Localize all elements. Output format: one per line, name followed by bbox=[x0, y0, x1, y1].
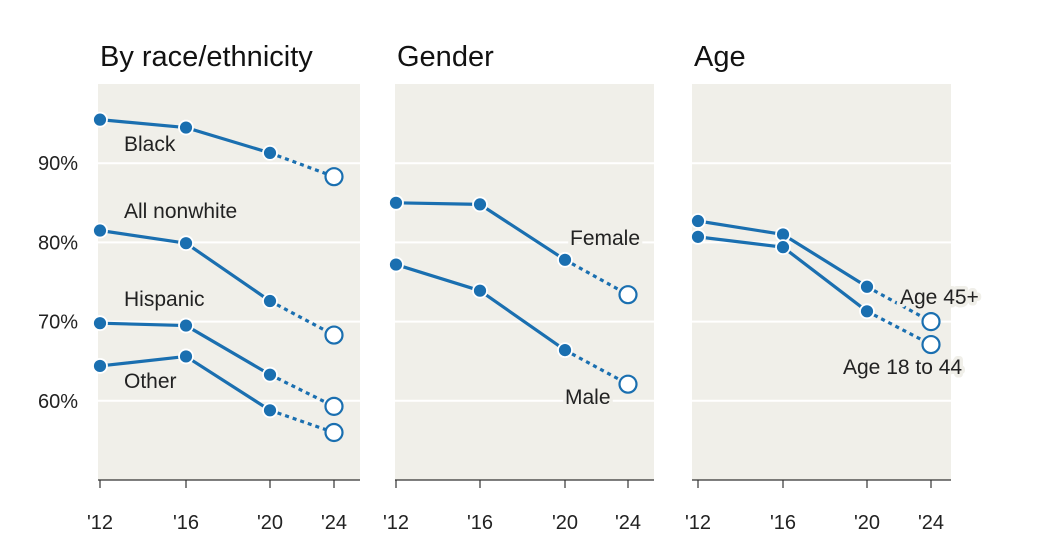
data-point-projected bbox=[324, 167, 344, 187]
data-point bbox=[388, 256, 404, 273]
y-tick-label: 90% bbox=[38, 153, 78, 175]
series-age-45: Age 45+ bbox=[690, 213, 982, 332]
x-tick-label: '12 bbox=[87, 512, 113, 534]
series-hispanic: Hispanic bbox=[92, 288, 344, 416]
data-point bbox=[178, 235, 194, 252]
series-all-nonwhite: All nonwhite bbox=[92, 200, 344, 345]
panel-title: Gender bbox=[397, 41, 494, 73]
data-point bbox=[262, 366, 278, 383]
data-point bbox=[178, 348, 194, 365]
data-point bbox=[690, 213, 706, 229]
series-line-projected bbox=[269, 408, 335, 434]
x-tick-label: '20 bbox=[854, 512, 880, 534]
data-point bbox=[92, 222, 108, 239]
data-point bbox=[472, 196, 488, 213]
data-point bbox=[775, 239, 791, 256]
data-point bbox=[178, 119, 194, 136]
data-point bbox=[472, 282, 488, 299]
data-point bbox=[262, 145, 278, 161]
plot-background bbox=[395, 84, 654, 480]
x-tick-label: '24 bbox=[321, 512, 347, 534]
series-label: Female bbox=[570, 227, 640, 250]
y-tick-label: 60% bbox=[38, 391, 78, 413]
data-point bbox=[262, 402, 278, 419]
panel-title: Age bbox=[694, 41, 746, 73]
data-point bbox=[92, 315, 108, 332]
x-tick-label: '16 bbox=[467, 512, 493, 534]
x-tick-label: '16 bbox=[770, 512, 796, 534]
data-point-projected bbox=[324, 396, 344, 416]
panel-age: Age '12 '16 '20 '24 Age 45+ Age 18 to 44 bbox=[685, 41, 982, 534]
x-tick-label: '24 bbox=[615, 512, 641, 534]
series-line-projected bbox=[269, 151, 335, 179]
series-line-projected bbox=[564, 258, 629, 297]
data-point bbox=[92, 358, 108, 374]
data-point bbox=[859, 303, 875, 320]
data-point bbox=[690, 228, 706, 245]
panel-title: By race/ethnicity bbox=[100, 41, 313, 73]
data-point bbox=[92, 111, 108, 128]
series-line-projected bbox=[564, 348, 629, 386]
series-label: Male bbox=[565, 386, 611, 409]
panel-gender: Gender '12 '16 '20 '24 Female Male bbox=[383, 41, 654, 534]
series-label: Hispanic bbox=[124, 288, 205, 311]
data-point bbox=[178, 317, 194, 334]
series-line-projected bbox=[269, 373, 335, 408]
data-point-projected bbox=[324, 325, 344, 345]
x-tick-label: '16 bbox=[173, 512, 199, 534]
data-point bbox=[557, 342, 573, 359]
data-point bbox=[262, 293, 278, 309]
plot-background bbox=[98, 84, 360, 480]
data-point bbox=[859, 278, 875, 295]
series-label: Other bbox=[124, 370, 177, 393]
y-tick-label: 70% bbox=[38, 312, 78, 334]
data-point-projected bbox=[324, 422, 344, 443]
data-point bbox=[388, 194, 404, 211]
series-label: Black bbox=[124, 133, 176, 156]
series-label: Age 45+ bbox=[900, 286, 979, 309]
data-point-projected bbox=[921, 312, 941, 332]
data-point-projected bbox=[921, 334, 941, 355]
panel-by-race-ethnicity: 90% 80% 70% 60% By race/ethnicity '12 '16 '20 '2… bbox=[38, 41, 360, 534]
x-tick-label: '12 bbox=[685, 512, 711, 534]
x-tick-label: '12 bbox=[383, 512, 409, 534]
series-black: Black bbox=[92, 111, 344, 187]
x-tick-label: '20 bbox=[257, 512, 283, 534]
data-point-projected bbox=[618, 374, 638, 394]
series-label: All nonwhite bbox=[124, 200, 237, 223]
series-age-18-to-44: Age 18 to 44 bbox=[690, 228, 966, 383]
x-tick-label: '24 bbox=[918, 512, 944, 534]
series-label: Age 18 to 44 bbox=[843, 356, 962, 379]
plot-background bbox=[692, 84, 951, 480]
y-tick-label: 80% bbox=[38, 232, 78, 254]
series-other: Other bbox=[92, 348, 344, 443]
data-point-projected bbox=[618, 285, 638, 305]
x-tick-label: '20 bbox=[552, 512, 578, 534]
series-female: Female bbox=[388, 194, 644, 305]
data-point bbox=[557, 251, 573, 268]
series-male: Male bbox=[388, 256, 638, 413]
